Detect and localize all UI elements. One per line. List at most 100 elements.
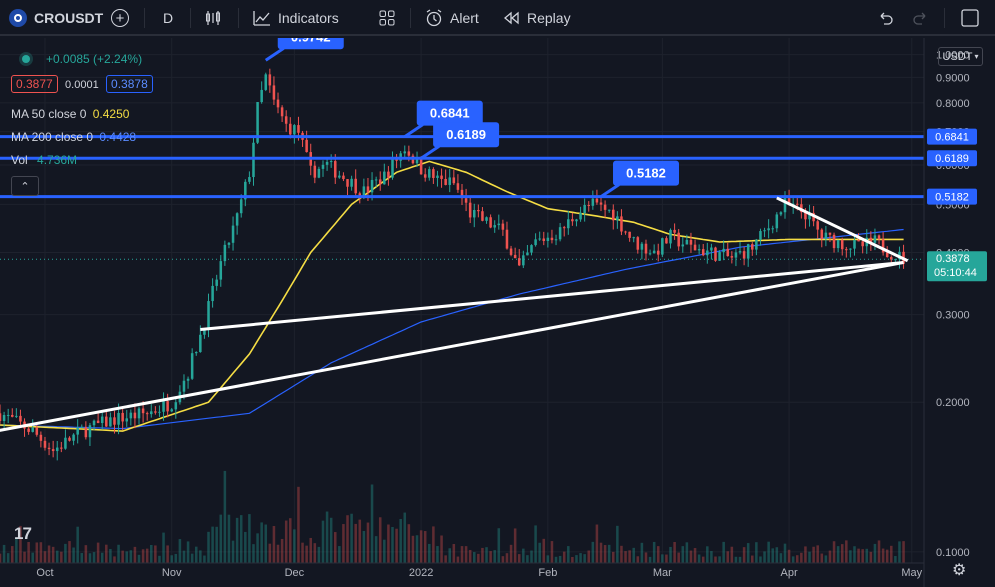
interval-button[interactable]: D [163, 10, 174, 26]
volume-bar [272, 526, 276, 563]
volume-bar [505, 553, 509, 563]
volume-bar [321, 520, 325, 563]
candle-body [820, 229, 824, 239]
volume-bar [517, 554, 521, 563]
currency-select[interactable]: USDT ▾ [938, 47, 983, 66]
volume-bar [526, 555, 529, 563]
volume-bar [88, 553, 92, 563]
volume-bar [129, 550, 133, 563]
candle-body [150, 411, 153, 415]
candle-body [182, 380, 186, 392]
candle-body [350, 178, 353, 187]
volume-bar [55, 550, 59, 563]
gear-icon[interactable]: ⚙ [952, 562, 967, 579]
volume-bar [661, 554, 664, 563]
volume-bar [96, 542, 100, 563]
volume-bar [354, 523, 357, 563]
volume-legend[interactable]: Vol 4.736M [11, 153, 77, 167]
candle-body [648, 253, 652, 255]
volume-bar [350, 513, 353, 563]
ma200-value: 0.4428 [99, 130, 137, 144]
candle-body [632, 237, 635, 239]
volume-bar [329, 517, 333, 563]
candle-body [342, 175, 345, 180]
volume-bar [775, 547, 779, 563]
volume-bar [428, 543, 431, 563]
time-axis[interactable]: Oct Nov Dec 2022 Feb Mar Apr May [0, 562, 924, 579]
candle-body [612, 209, 615, 221]
volume-bar [624, 551, 627, 563]
chart-type-button[interactable] [204, 0, 222, 36]
candle-body [779, 212, 783, 215]
volume-bar [567, 546, 570, 563]
volume-bar [395, 528, 398, 563]
volume-bar [751, 555, 754, 563]
volume-bar [440, 535, 443, 563]
candle-body [783, 198, 787, 213]
indicators-button[interactable]: Indicators [252, 0, 339, 36]
candle-body [419, 157, 423, 175]
candle-body [436, 175, 439, 178]
volume-bar [550, 541, 554, 563]
buy-price-button[interactable]: 0.3878 [106, 75, 153, 93]
volume-bar [759, 556, 762, 563]
candle-body [734, 252, 738, 258]
candle-body [562, 227, 566, 229]
symbol-name[interactable]: CROUSDT [34, 10, 104, 26]
add-symbol-button[interactable]: + [111, 0, 129, 36]
price-axis[interactable]: 1.00000.90000.80000.70000.60000.50000.40… [923, 38, 987, 587]
candle-body [362, 186, 366, 196]
layouts-button[interactable] [378, 0, 396, 36]
candle-body [861, 241, 864, 247]
ma50-legend[interactable]: MA 50 close 0 0.4250 [11, 107, 129, 121]
candle-body [15, 415, 18, 417]
undo-button[interactable] [876, 0, 894, 36]
candle-body [468, 202, 472, 218]
candle-body [2, 415, 6, 421]
trendlines[interactable] [0, 196, 909, 432]
fullscreen-button[interactable] [960, 0, 980, 36]
volume-bar [92, 552, 96, 563]
sell-price-button[interactable]: 0.3877 [11, 75, 58, 93]
callout-box [433, 122, 500, 148]
candle-body [505, 229, 509, 249]
candle-body [857, 240, 860, 242]
candle-body [448, 177, 452, 185]
volume-bar [755, 542, 758, 563]
candle-body [587, 204, 591, 206]
candle-body [840, 240, 844, 250]
volume-bar [697, 554, 701, 563]
volume-bar [620, 545, 623, 563]
ma200-legend[interactable]: MA 200 close 0 0.4428 [11, 130, 136, 144]
chart-background [0, 38, 995, 587]
candle-body [428, 169, 431, 178]
volume-bar [538, 542, 541, 563]
x-tick-label: Mar [653, 567, 672, 579]
candle-body [652, 250, 656, 254]
candle-body [190, 353, 194, 379]
candle-body [141, 408, 145, 414]
volume-bar [665, 554, 668, 563]
volume-bar [317, 546, 321, 563]
y-tick-label: 0.1000 [936, 547, 970, 559]
candle-body [620, 216, 623, 232]
volume-bar [489, 551, 492, 563]
volume-bar [150, 544, 153, 563]
ma200-label: MA 200 close 0 [11, 130, 94, 144]
price-chart[interactable]: 0.9742 0.6841 0.6189 0.5182 1.0000 0.9000 0.8… [0, 38, 995, 587]
volume-bar [248, 514, 251, 563]
collapse-legend-button[interactable]: ⌃ [11, 176, 39, 196]
candle-body [828, 232, 832, 235]
volume-bar [763, 551, 766, 563]
replay-button[interactable]: Replay [502, 0, 571, 36]
y-tick-label: 1.0000 [936, 50, 970, 62]
redo-button[interactable] [912, 0, 930, 36]
candle-body [669, 229, 672, 244]
candle-body [174, 402, 178, 410]
candle-body [530, 245, 533, 253]
alert-button[interactable]: Alert [424, 0, 479, 36]
candle-body [203, 329, 206, 335]
volume-bar [346, 515, 349, 563]
volume-bar [23, 551, 26, 563]
volume-bar [595, 524, 599, 563]
